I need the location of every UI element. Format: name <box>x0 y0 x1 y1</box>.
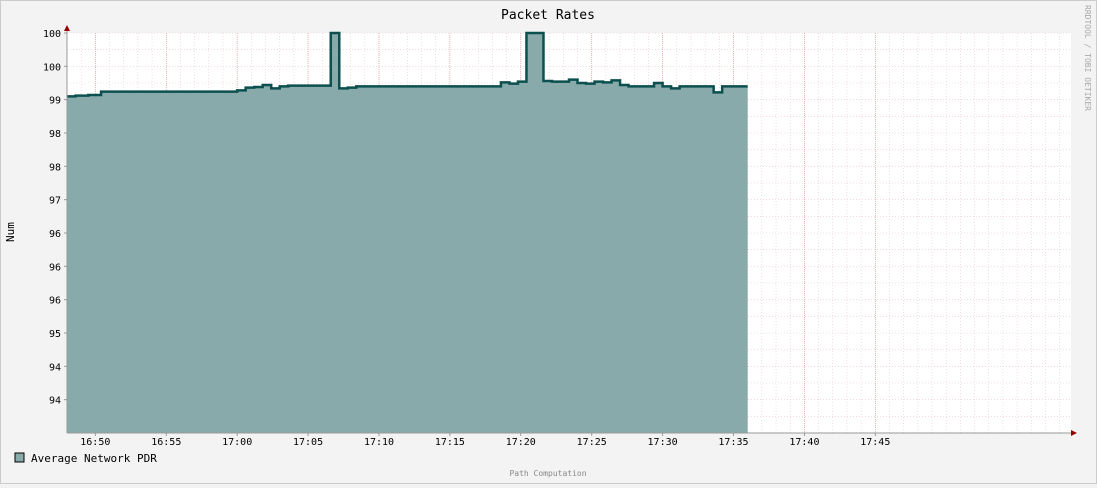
axes <box>64 25 1077 436</box>
x-tick-label: 16:50 <box>80 437 110 448</box>
x-tick-label: 16:55 <box>151 437 181 448</box>
y-tick-label: 94 <box>49 362 61 373</box>
x-tick-label: 17:00 <box>222 437 252 448</box>
y-tick-label: 96 <box>49 229 61 240</box>
x-axis-label: Path Computation <box>509 469 586 478</box>
x-tick-label: 17:20 <box>506 437 536 448</box>
series-line <box>67 31 748 98</box>
y-tick-label: 94 <box>49 396 61 407</box>
x-tick-label: 17:05 <box>293 437 323 448</box>
legend: Average Network PDR <box>14 452 157 465</box>
x-axis-arrow <box>1071 430 1077 436</box>
legend-swatch <box>14 452 25 463</box>
y-tick-label: 100 <box>43 29 61 40</box>
y-tick-label: 99 <box>49 96 61 107</box>
x-tick-label: 17:25 <box>577 437 607 448</box>
x-tick-label: 17:45 <box>860 437 890 448</box>
x-tick-label: 17:15 <box>435 437 465 448</box>
y-tick-label: 95 <box>49 329 61 340</box>
series-area <box>67 33 748 433</box>
y-tick-label: 97 <box>49 196 61 207</box>
y-tick-label: 96 <box>49 262 61 273</box>
y-tick-label: 98 <box>49 162 61 173</box>
area-layer <box>67 31 748 433</box>
legend-label: Average Network PDR <box>31 452 157 465</box>
y-tick-label: 96 <box>49 296 61 307</box>
tick-labels: 16:50 16:55 17:00 17:05 17:10 17:15 17:20 17:25… <box>43 29 890 448</box>
x-tick-label: 17:35 <box>718 437 748 448</box>
watermark: RRDTOOL / TOBI OETIKER <box>1083 5 1092 111</box>
y-tick-label: 100 <box>43 62 61 73</box>
chart-title: Packet Rates <box>501 8 595 23</box>
x-tick-label: 17:40 <box>789 437 819 448</box>
y-tick-label: 98 <box>49 129 61 140</box>
x-tick-label: 17:30 <box>648 437 678 448</box>
y-axis-label: Num <box>4 222 17 242</box>
x-tick-label: 17:10 <box>364 437 394 448</box>
y-axis-arrow <box>64 25 70 31</box>
